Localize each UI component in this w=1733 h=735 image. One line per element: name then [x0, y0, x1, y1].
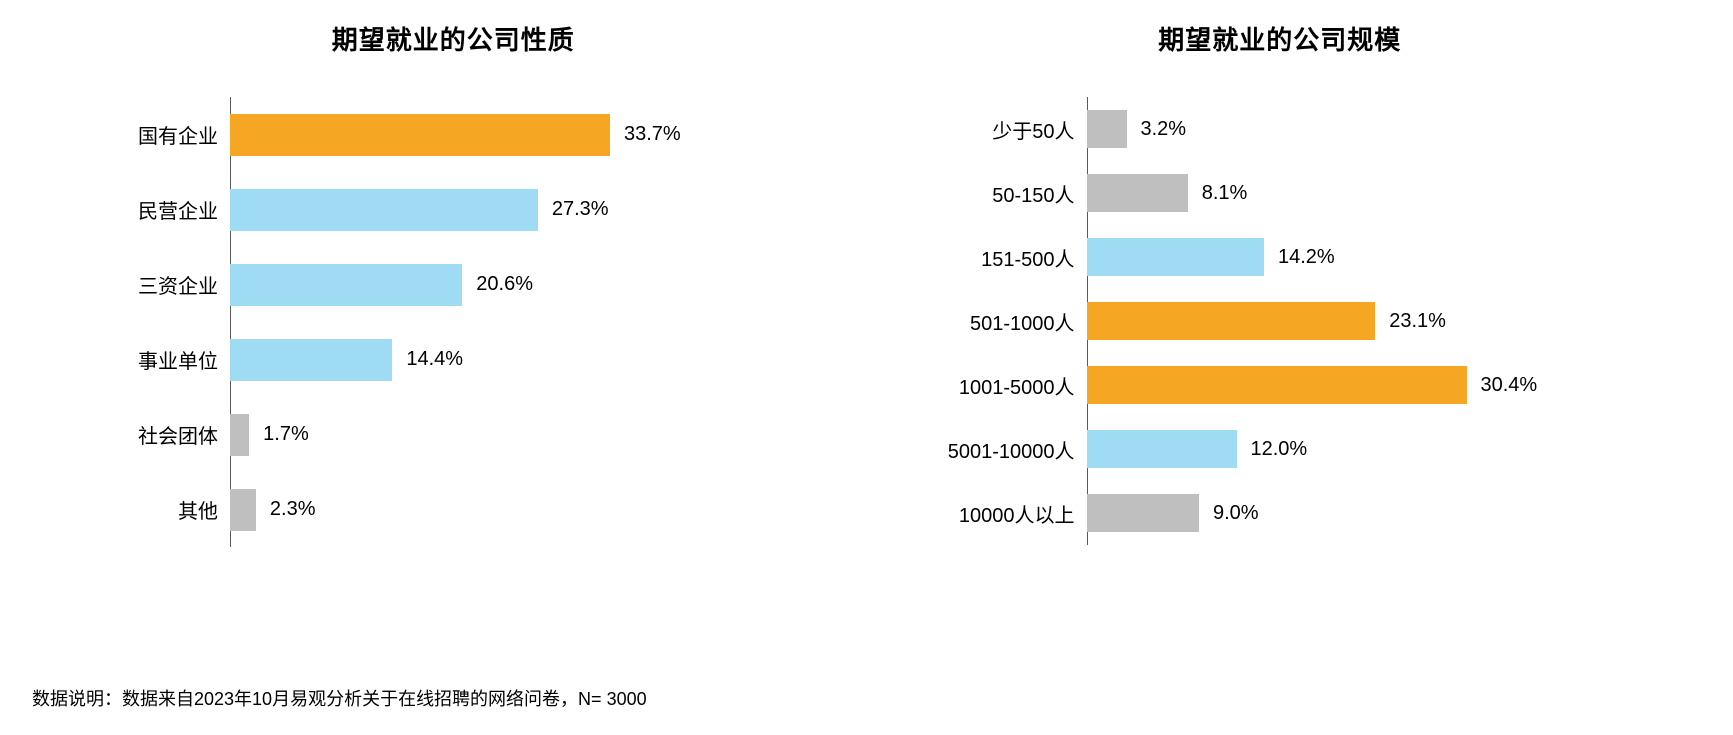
bar-row: 50-150人 8.1%	[867, 161, 1694, 225]
bar-row: 151-500人 14.2%	[867, 225, 1694, 289]
bar-track: 30.4%	[1087, 366, 1694, 404]
bar-label: 民营企业	[40, 195, 230, 224]
bar-value: 3.2%	[1127, 118, 1187, 141]
bar	[1087, 110, 1127, 148]
bar-track: 14.2%	[1087, 238, 1694, 276]
bar-track: 3.2%	[1087, 110, 1694, 148]
bar-label: 其他	[40, 495, 230, 524]
bar-track: 20.6%	[230, 264, 867, 306]
chart-right-bars: 少于50人 3.2% 50-150人 8.1% 151-500人 14.2% 501-100…	[867, 97, 1694, 545]
bar-row: 社会团体 1.7%	[40, 397, 867, 472]
bar-value: 30.4%	[1467, 374, 1538, 397]
data-footnote: 数据说明：数据来自2023年10月易观分析关于在线招聘的网络问卷，N= 3000	[32, 685, 647, 711]
bar-value: 8.1%	[1188, 182, 1248, 205]
bar-track: 14.4%	[230, 339, 867, 381]
bar-label: 少于50人	[867, 115, 1087, 144]
bar-track: 23.1%	[1087, 302, 1694, 340]
bar-track: 33.7%	[230, 114, 867, 156]
bar-value: 14.4%	[392, 348, 463, 371]
bar-row: 事业单位 14.4%	[40, 322, 867, 397]
bar-track: 1.7%	[230, 414, 867, 456]
bar	[1087, 430, 1237, 468]
bar-label: 151-500人	[867, 243, 1087, 272]
bar-label: 50-150人	[867, 179, 1087, 208]
bar-row: 三资企业 20.6%	[40, 247, 867, 322]
bar-value: 23.1%	[1375, 310, 1446, 333]
bar-row: 1001-5000人 30.4%	[867, 353, 1694, 417]
bar-value: 14.2%	[1264, 246, 1335, 269]
chart-container: 期望就业的公司性质 国有企业 33.7% 民营企业 27.3% 三资企业 20.6% 事业单…	[0, 0, 1733, 735]
bar-label: 5001-10000人	[867, 435, 1087, 464]
bar-value: 27.3%	[538, 198, 609, 221]
chart-left-title: 期望就业的公司性质	[40, 20, 867, 57]
bar	[230, 189, 538, 231]
bar-value: 12.0%	[1237, 438, 1308, 461]
bar-track: 27.3%	[230, 189, 867, 231]
bar	[230, 489, 256, 531]
bar-value: 33.7%	[610, 123, 681, 146]
bar-label: 三资企业	[40, 270, 230, 299]
bar-row: 501-1000人 23.1%	[867, 289, 1694, 353]
bar-value: 1.7%	[249, 423, 309, 446]
bar-row: 民营企业 27.3%	[40, 172, 867, 247]
bar	[1087, 494, 1200, 532]
bar-value: 20.6%	[462, 273, 533, 296]
bar-row: 10000人以上 9.0%	[867, 481, 1694, 545]
chart-left: 期望就业的公司性质 国有企业 33.7% 民营企业 27.3% 三资企业 20.6% 事业单…	[40, 20, 867, 547]
charts-wrap: 期望就业的公司性质 国有企业 33.7% 民营企业 27.3% 三资企业 20.6% 事业单…	[0, 0, 1733, 547]
bar	[1087, 238, 1265, 276]
bar-track: 12.0%	[1087, 430, 1694, 468]
bar-track: 2.3%	[230, 489, 867, 531]
bar-value: 9.0%	[1199, 502, 1259, 525]
bar-label: 1001-5000人	[867, 371, 1087, 400]
bar	[230, 264, 462, 306]
bar-row: 国有企业 33.7%	[40, 97, 867, 172]
bar-label: 501-1000人	[867, 307, 1087, 336]
bar	[1087, 302, 1376, 340]
bar	[1087, 174, 1188, 212]
bar-track: 8.1%	[1087, 174, 1694, 212]
bar-label: 社会团体	[40, 420, 230, 449]
bar	[230, 114, 610, 156]
bar-row: 其他 2.3%	[40, 472, 867, 547]
bar-row: 5001-10000人 12.0%	[867, 417, 1694, 481]
bar-label: 10000人以上	[867, 499, 1087, 528]
bar-label: 国有企业	[40, 120, 230, 149]
bar-label: 事业单位	[40, 345, 230, 374]
bar	[230, 414, 249, 456]
bar	[1087, 366, 1467, 404]
chart-left-bars: 国有企业 33.7% 民营企业 27.3% 三资企业 20.6% 事业单位 14.4% 社会团体…	[40, 97, 867, 547]
bar-row: 少于50人 3.2%	[867, 97, 1694, 161]
bar	[230, 339, 392, 381]
bar-value: 2.3%	[256, 498, 316, 521]
chart-right-title: 期望就业的公司规模	[867, 20, 1694, 57]
chart-right: 期望就业的公司规模 少于50人 3.2% 50-150人 8.1% 151-500人 14…	[867, 20, 1694, 547]
bar-track: 9.0%	[1087, 494, 1694, 532]
